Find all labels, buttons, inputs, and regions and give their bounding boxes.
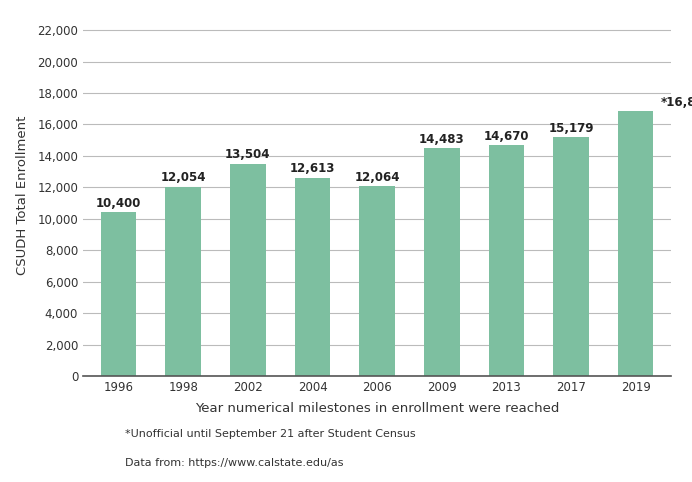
X-axis label: Year numerical milestones in enrollment were reached: Year numerical milestones in enrollment … xyxy=(195,402,559,415)
Bar xyxy=(554,137,589,376)
Bar xyxy=(424,148,459,376)
Text: 12,054: 12,054 xyxy=(161,171,206,184)
Text: 14,670: 14,670 xyxy=(484,130,529,143)
Text: 12,613: 12,613 xyxy=(290,162,335,175)
Bar xyxy=(618,111,653,376)
Bar xyxy=(295,178,330,376)
Text: *Unofficial until September 21 after Student Census: *Unofficial until September 21 after Stu… xyxy=(125,429,415,439)
Bar xyxy=(165,187,201,376)
Text: 13,504: 13,504 xyxy=(225,148,271,161)
Bar xyxy=(101,213,136,376)
Bar xyxy=(359,187,395,376)
Text: 15,179: 15,179 xyxy=(548,122,594,135)
Bar xyxy=(489,146,524,376)
Text: *16,837: *16,837 xyxy=(660,96,692,109)
Text: 12,064: 12,064 xyxy=(354,171,400,184)
Text: Data from: https://www.calstate.edu/as: Data from: https://www.calstate.edu/as xyxy=(125,458,343,468)
Text: 10,400: 10,400 xyxy=(96,197,141,210)
Text: 14,483: 14,483 xyxy=(419,133,464,146)
Bar xyxy=(230,164,266,376)
Y-axis label: CSUDH Total Enrollment: CSUDH Total Enrollment xyxy=(16,116,29,275)
